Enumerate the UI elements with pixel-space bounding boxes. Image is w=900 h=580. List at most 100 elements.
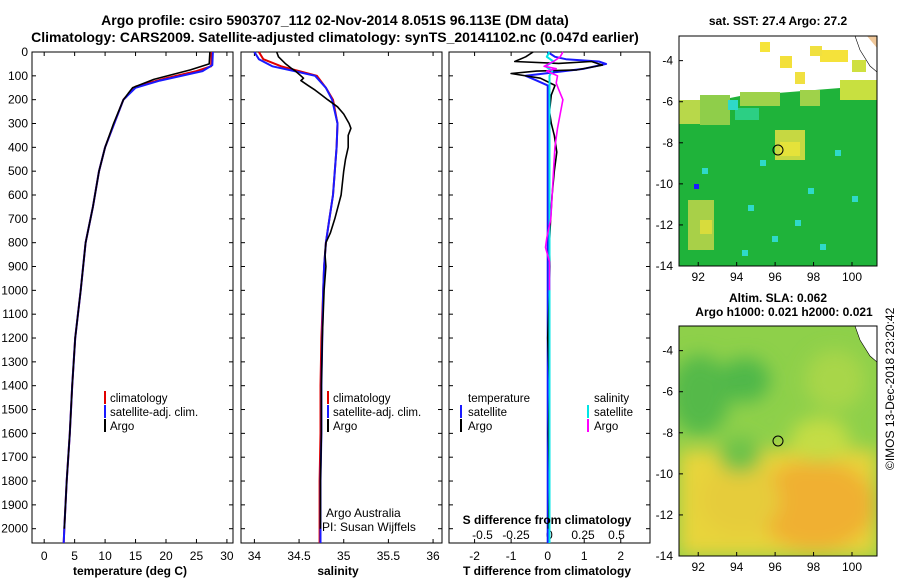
map-y-tick-label: -6 <box>662 385 673 399</box>
y-tick-label: 300 <box>8 117 28 131</box>
x-tick-label: -2 <box>469 549 480 563</box>
y-tick-label: 700 <box>8 212 28 226</box>
map-x-tick-label: 100 <box>842 560 862 574</box>
y-tick-label: 1900 <box>1 498 28 512</box>
x-tick-label: 30 <box>220 549 234 563</box>
temperature-plot: 0100200300400500600700800900100011001200… <box>1 45 234 563</box>
legend-climatology: climatology <box>110 393 168 405</box>
map-x-tick-label: 98 <box>807 560 821 574</box>
x-tick-label: 10 <box>98 549 112 563</box>
x-tick-label: 5 <box>71 549 78 563</box>
y-tick-label: 1000 <box>1 283 28 297</box>
y-tick-label: 1500 <box>1 403 28 417</box>
x-tick-label: 35.5 <box>377 549 401 563</box>
difference-xlabel: T difference from climatology <box>463 564 631 578</box>
x-tick-label: -1 <box>506 549 517 563</box>
legend-salinity-title: salinity <box>594 393 629 405</box>
legend-argo: Argo <box>110 421 134 433</box>
salinity-plot-frame <box>240 51 443 544</box>
x-tick-label: 36 <box>426 549 440 563</box>
y-tick-label: 1300 <box>1 355 28 369</box>
y-tick-label: 0 <box>21 45 28 59</box>
series-line <box>62 51 213 544</box>
legend-temperature-title: temperature <box>468 393 530 405</box>
salinity-xlabel: salinity <box>317 564 359 578</box>
y-tick-label: 900 <box>8 260 28 274</box>
x-tick-label: 20 <box>159 549 173 563</box>
map-x-tick-label: 92 <box>692 560 706 574</box>
series-line <box>253 51 339 543</box>
y-tick-label: 500 <box>8 164 28 178</box>
y-tick-label: 100 <box>8 69 28 83</box>
s-tick-label: -0.25 <box>502 528 530 542</box>
series-line <box>63 51 211 529</box>
map-x-tick-label: 94 <box>730 560 744 574</box>
series-line <box>258 51 339 543</box>
map-x-tick-label: 92 <box>692 270 706 284</box>
y-tick-label: 1100 <box>2 307 28 321</box>
temperature-xlabel: temperature (deg C) <box>73 564 187 578</box>
y-tick-label: 1400 <box>1 379 28 393</box>
x-tick-label: 0 <box>41 549 48 563</box>
map-x-tick-label: 96 <box>768 560 782 574</box>
map-x-tick-label: 100 <box>842 270 862 284</box>
annotation-pi: PI: Susan Wijffels <box>322 520 416 534</box>
x-tick-label: 1 <box>581 549 588 563</box>
sla-map: 92 94 96 98 100 -4 -6 -8 -10 -12 -14 <box>656 325 878 574</box>
x-tick-label: 2 <box>617 549 624 563</box>
s-tick-label: 0.5 <box>608 528 625 542</box>
map-y-tick-label: -6 <box>662 95 673 109</box>
legend-climatology: climatology <box>333 393 391 405</box>
y-tick-label: 200 <box>8 93 28 107</box>
y-tick-label: 1600 <box>1 426 28 440</box>
y-tick-label: 800 <box>8 236 28 250</box>
map-y-tick-label: -14 <box>656 549 674 563</box>
temperature-legend: climatology satellite-adj. clim. Argo <box>104 391 198 433</box>
s-tick-label: 0.25 <box>571 528 595 542</box>
x-tick-label: 15 <box>129 549 143 563</box>
sst-map-title: sat. SST: 27.4 Argo: 27.2 <box>709 14 848 28</box>
s-tick-label: -0.5 <box>472 528 493 542</box>
difference-plot: -2 -1 0 1 2-0.5 -0.25 0 0.25 0.5 <box>449 51 650 563</box>
legend-satellite: satellite-adj. clim. <box>333 407 421 419</box>
sla-argo-location-marker <box>772 435 784 447</box>
sla-title-1: Altim. SLA: 0.062 <box>729 291 827 305</box>
map-x-tick-label: 94 <box>730 270 744 284</box>
x-tick-label: 0 <box>544 549 551 563</box>
sst-argo-location-marker <box>772 144 784 156</box>
legend-s-satellite: satellite <box>594 407 633 419</box>
map-y-tick-label: -12 <box>656 218 674 232</box>
y-tick-label: 600 <box>8 188 28 202</box>
salinity-plot: 34 34.5 35 35.5 36 <box>241 51 442 563</box>
y-tick-label: 2000 <box>1 522 28 536</box>
y-tick-label: 1800 <box>1 474 28 488</box>
map-x-tick-label: 96 <box>768 270 782 284</box>
legend-s-argo: Argo <box>594 421 618 433</box>
map-y-tick-label: -4 <box>662 54 673 68</box>
x-tick-label: 34.5 <box>287 549 311 563</box>
sla-title-2: Argo h1000: 0.021 h2000: 0.021 <box>695 305 873 319</box>
series-line <box>275 51 352 529</box>
title-line-1: Argo profile: csiro 5903707_112 02-Nov-2… <box>101 12 569 28</box>
temperature-plot-frame <box>31 51 234 544</box>
x-tick-label: 35 <box>337 549 351 563</box>
y-tick-label: 1200 <box>1 331 28 345</box>
map-y-tick-label: -14 <box>656 259 674 273</box>
x-tick-label: 34 <box>248 549 262 563</box>
salinity-legend: climatology satellite-adj. clim. Argo Ar… <box>322 391 421 534</box>
map-y-tick-label: -12 <box>656 508 674 522</box>
title-line-2: Climatology: CARS2009. Satellite-adjuste… <box>31 29 639 45</box>
difference-legend: temperature satellite Argo salinity sate… <box>460 393 633 527</box>
legend-satellite: satellite-adj. clim. <box>110 407 198 419</box>
y-tick-label: 400 <box>8 140 28 154</box>
map-y-tick-label: -10 <box>656 467 674 481</box>
s-difference-label: S difference from climatology <box>463 513 632 527</box>
sst-map: 92 94 96 98 100 -4 -6 -8 -10 -12 -14 <box>656 35 878 284</box>
series-line <box>543 51 564 291</box>
y-tick-label: 1700 <box>1 450 28 464</box>
annotation-argo-australia: Argo Australia <box>326 506 401 520</box>
legend-t-satellite: satellite <box>468 407 507 419</box>
x-tick-label: 25 <box>190 549 204 563</box>
map-y-tick-label: -8 <box>662 136 673 150</box>
